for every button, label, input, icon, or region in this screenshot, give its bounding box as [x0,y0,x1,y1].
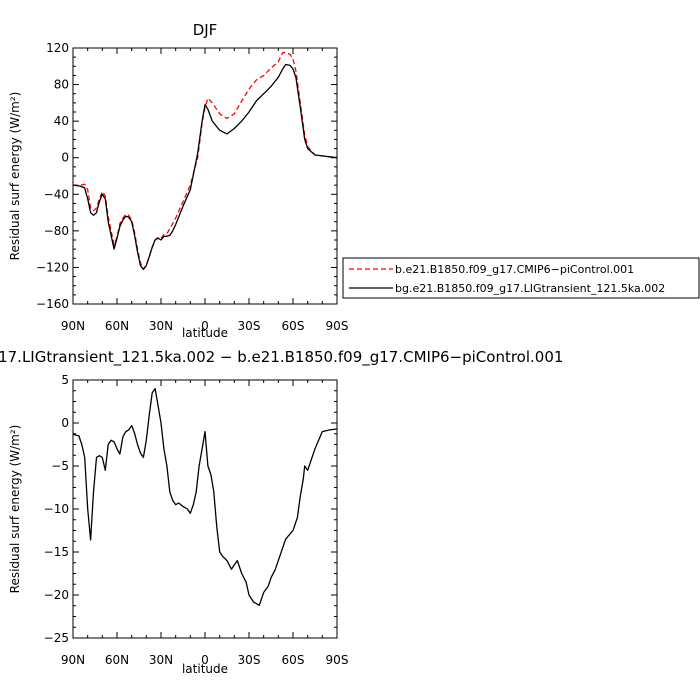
y-tick-label: −20 [44,588,69,602]
y-tick-label: −5 [51,459,69,473]
x-tick-label: 60S [282,653,305,667]
x-axis-label: latitude [182,326,228,340]
series-line-0 [72,387,338,606]
y-tick-label: 0 [61,151,69,165]
chart-title: bg.e21.B1850.f09_g17.LIGtransient_121.5k… [0,348,563,367]
y-tick-label: 40 [54,114,69,128]
legend-entry-0: b.e21.B1850.f09_g17.CMIP6−piControl.001 [395,263,634,276]
y-axis-label: Residual surf energy (W/m²) [8,425,22,594]
y-tick-label: −80 [44,224,69,238]
x-tick-label: 0 [201,319,209,333]
series-line-0 [73,51,338,270]
x-tick-label: 30S [238,653,261,667]
x-tick-label: 90N [61,653,85,667]
y-tick-label: 120 [46,41,69,55]
x-tick-label: 90S [326,319,349,333]
x-tick-label: 90N [61,319,85,333]
x-tick-label: 30N [149,653,173,667]
plot-frame [72,379,338,639]
x-axis-label: latitude [182,662,228,676]
y-tick-label: −40 [44,187,69,201]
x-tick-label: 30N [149,319,173,333]
series-line-1 [72,63,338,270]
y-tick-label: 5 [61,373,69,387]
y-tick-label: −25 [44,631,69,645]
y-tick-label: −120 [36,260,69,274]
y-tick-label: 0 [61,416,69,430]
y-tick-label: −10 [44,502,69,516]
x-tick-label: 30S [238,319,261,333]
x-tick-label: 90S [326,653,349,667]
y-tick-label: 80 [54,78,69,92]
x-tick-label: 60N [105,653,129,667]
chart-title: DJF [193,21,218,39]
y-axis-label: Residual surf energy (W/m²) [8,92,22,261]
x-tick-label: 0 [201,653,209,667]
x-tick-label: 60S [282,319,305,333]
legend-box [342,257,700,299]
x-tick-label: 60N [105,319,129,333]
legend-entry-1: bg.e21.B1850.f09_g17.LIGtransient_121.5k… [395,282,665,295]
y-tick-label: −160 [36,297,69,311]
y-tick-label: −15 [44,545,69,559]
